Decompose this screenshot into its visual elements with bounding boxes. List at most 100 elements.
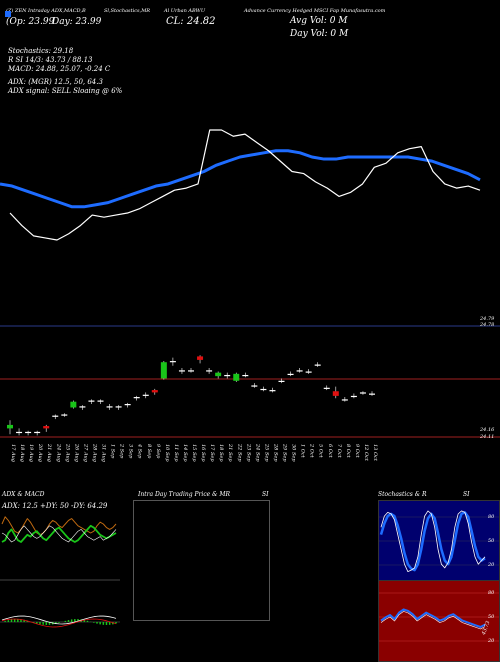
candle-body xyxy=(34,431,41,434)
adx-signal-text: ADX signal: SELL Sloaing @ 6% xyxy=(8,87,123,95)
x-tick-label: 15 Sep xyxy=(191,444,197,462)
x-tick-label: 10 Sep xyxy=(164,444,170,462)
candle-body xyxy=(314,364,321,366)
rsi-tick-50: 50 xyxy=(488,614,495,620)
stochastics-text: Stochastics: 29.18 xyxy=(8,47,74,55)
candle-body xyxy=(278,380,285,382)
x-tick-label: 24 Aug xyxy=(55,443,61,462)
x-tick-label: 1 Oct xyxy=(300,444,306,459)
rsi-line xyxy=(380,608,486,628)
adx-panel-value: ADX: 12.5 +DY: 50 -DY: 64.29 xyxy=(2,502,108,510)
candle-body xyxy=(224,374,231,377)
x-tick-label: 30 Sep xyxy=(291,444,297,462)
candle-body xyxy=(188,370,194,372)
x-tick-label: 19 Aug xyxy=(28,444,34,462)
x-tick-label: 8 Sep xyxy=(146,444,152,459)
candle-body xyxy=(359,392,366,394)
x-tick-label: 27 Aug xyxy=(82,443,88,462)
moving-average-group xyxy=(0,149,481,209)
candle-body xyxy=(160,362,167,379)
candle-body xyxy=(287,373,294,376)
header-seg-0: (Z) ZEN Intraday ADX,MACD,B xyxy=(6,8,86,14)
x-tick-label: 22 Sep xyxy=(236,443,242,462)
rsi-tick-80: 80 xyxy=(488,590,495,596)
candle-body xyxy=(106,406,113,408)
stoch-panel-title: Stochastics & R xyxy=(378,491,427,498)
adx-text: ADX: (MGR) 12.5, 50, 64.3 xyxy=(8,78,103,86)
x-tick-label: 17 Sep xyxy=(209,444,215,462)
candle-body xyxy=(79,406,86,408)
candle-body xyxy=(197,356,204,360)
candle-body xyxy=(70,401,77,408)
x-tick-label: 13 Oct xyxy=(372,444,378,462)
price-line-group xyxy=(9,129,481,241)
stoch-tick-50: 50 xyxy=(488,538,495,544)
x-tick-label: 31 Aug xyxy=(101,444,107,462)
stoch-panel: 80 50 20 xyxy=(378,500,500,582)
minus-di-line xyxy=(1,525,117,543)
stoch-panel-title-right: SI xyxy=(463,491,470,498)
x-tick-label: 28 Sep xyxy=(272,443,278,462)
avg-vol-label: Avg Vol: 0 M xyxy=(290,16,348,26)
x-tick-label: 12 Oct xyxy=(363,444,369,462)
moving-average-line xyxy=(0,149,481,209)
intra-day-panel xyxy=(133,500,270,621)
x-tick-label: 18 Sep xyxy=(218,444,224,462)
x-tick-label: 17 Aug xyxy=(10,444,16,462)
x-tick-label: 11 Sep xyxy=(173,444,179,462)
candle-body xyxy=(124,404,131,406)
candle-body xyxy=(178,370,185,372)
x-tick-label: 7 Oct xyxy=(336,444,342,459)
day-label: Day: 23.99 xyxy=(52,17,102,27)
x-tick-label: 29 Sep xyxy=(282,443,288,462)
header-seg-2: Al Urban ABWU xyxy=(164,8,206,14)
intra-panel-title-right: SI xyxy=(262,491,269,498)
candle-body xyxy=(251,385,258,387)
adx-panel: ADX: 12.5 +DY: 50 -DY: 64.29 xyxy=(0,500,120,660)
candle-body xyxy=(52,415,59,417)
candle-body xyxy=(332,391,339,396)
x-axis-labels: 17 Aug 18 Aug 19 Aug 20 Aug 21 Aug 24 Aug 25 A… xyxy=(10,443,378,462)
candle-body xyxy=(43,426,50,429)
candle-body xyxy=(133,397,140,399)
intra-panel-title: Intra Day Trading Price & MR xyxy=(138,491,231,498)
adx-panel-title: ADX & MACD xyxy=(2,491,45,498)
x-tick-label: 2 Sep xyxy=(119,443,125,459)
x-tick-label: 23 Sep xyxy=(245,443,251,462)
x-tick-label: 2 Oct xyxy=(309,443,315,459)
x-tick-label: 25 Sep xyxy=(263,443,269,462)
candle-body xyxy=(16,431,23,434)
candle-body xyxy=(115,406,122,408)
stoch-tick-80: 80 xyxy=(488,514,495,520)
candle-body xyxy=(323,387,330,389)
x-tick-label: 20 Aug xyxy=(37,443,43,462)
x-tick-label: 25 Aug xyxy=(64,443,70,462)
rsi-tick-20: 20 xyxy=(488,638,495,644)
candle-body xyxy=(260,388,267,391)
x-tick-label: 8 Oct xyxy=(345,444,351,459)
x-tick-label: 9 Sep xyxy=(155,444,161,459)
x-tick-label: 16 Sep xyxy=(200,444,206,462)
x-tick-label: 18 Aug xyxy=(19,444,25,462)
x-tick-label: 28 Aug xyxy=(91,443,97,462)
candles-group xyxy=(7,355,375,436)
price-label-4: 24.11 xyxy=(480,434,495,440)
x-tick-label: 21 Sep xyxy=(227,443,233,462)
price-label-1: 24.79 xyxy=(480,316,495,322)
candle-body xyxy=(97,400,104,402)
price-line xyxy=(9,129,481,241)
x-tick-label: 26 Aug xyxy=(73,443,79,462)
x-tick-label: 3 Sep xyxy=(128,444,134,459)
rsi-panel: 80 50 20 43.73 xyxy=(378,580,500,662)
rsi-text: R SI 14/3: 43.73 / 88.13 xyxy=(8,56,93,64)
close-label: CL: 24.82 xyxy=(166,16,216,27)
rsi-svg xyxy=(379,592,499,642)
brand-square-icon xyxy=(5,11,11,17)
macd-line xyxy=(1,615,117,625)
candle-body xyxy=(7,424,13,429)
candle-body xyxy=(61,414,68,416)
candle-body xyxy=(88,400,95,402)
candle-body xyxy=(233,373,240,381)
candle-body xyxy=(305,371,312,373)
stoch-k-line xyxy=(380,510,486,572)
